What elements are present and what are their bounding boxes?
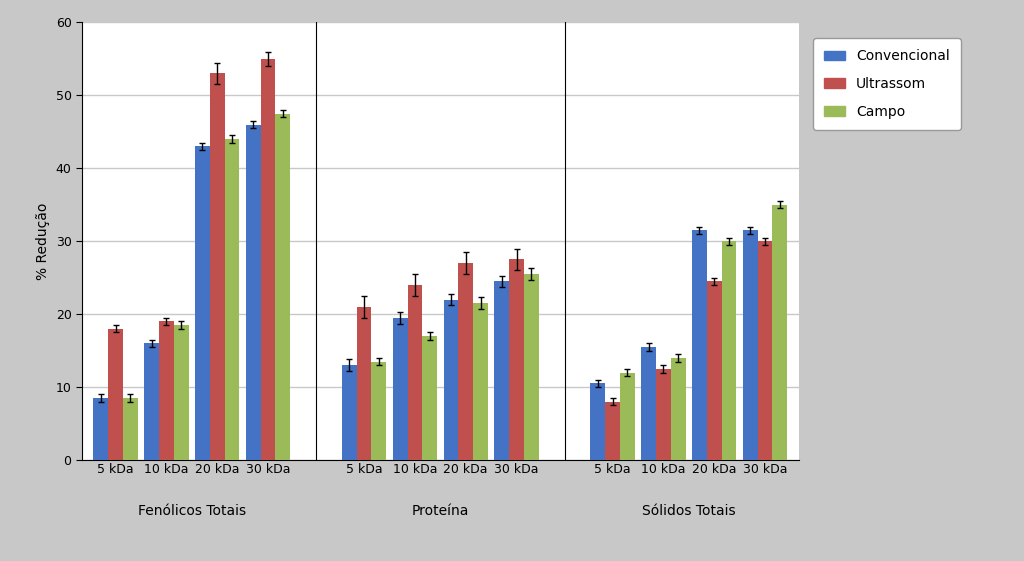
Bar — [210, 73, 224, 460]
Bar — [144, 343, 159, 460]
Bar — [641, 347, 656, 460]
Bar — [656, 369, 671, 460]
Text: Proteína: Proteína — [412, 504, 469, 518]
Bar — [174, 325, 188, 460]
Bar — [620, 373, 635, 460]
Bar — [372, 362, 386, 460]
Bar — [224, 139, 240, 460]
Bar — [261, 59, 275, 460]
Bar — [772, 205, 787, 460]
Bar — [722, 241, 736, 460]
Text: Sólidos Totais: Sólidos Totais — [642, 504, 735, 518]
Bar — [408, 285, 422, 460]
Bar — [393, 318, 408, 460]
Bar — [758, 241, 772, 460]
Bar — [495, 282, 509, 460]
Bar — [509, 260, 524, 460]
Bar — [342, 365, 356, 460]
Bar — [459, 263, 473, 460]
Bar — [692, 231, 707, 460]
Bar — [275, 114, 290, 460]
Bar — [356, 307, 372, 460]
Bar — [591, 384, 605, 460]
Bar — [671, 358, 685, 460]
Bar — [93, 398, 109, 460]
Bar — [422, 336, 437, 460]
Bar — [707, 282, 722, 460]
Text: Fenólicos Totais: Fenólicos Totais — [138, 504, 246, 518]
Bar — [109, 329, 123, 460]
Bar — [123, 398, 137, 460]
Bar — [524, 274, 539, 460]
Bar — [743, 231, 758, 460]
Legend: Convencional, Ultrassom, Campo: Convencional, Ultrassom, Campo — [813, 38, 961, 130]
Bar — [196, 146, 210, 460]
Bar — [159, 321, 174, 460]
Bar — [605, 402, 620, 460]
Bar — [443, 300, 459, 460]
Y-axis label: % Redução: % Redução — [36, 203, 50, 280]
Bar — [473, 303, 487, 460]
Bar — [246, 125, 261, 460]
